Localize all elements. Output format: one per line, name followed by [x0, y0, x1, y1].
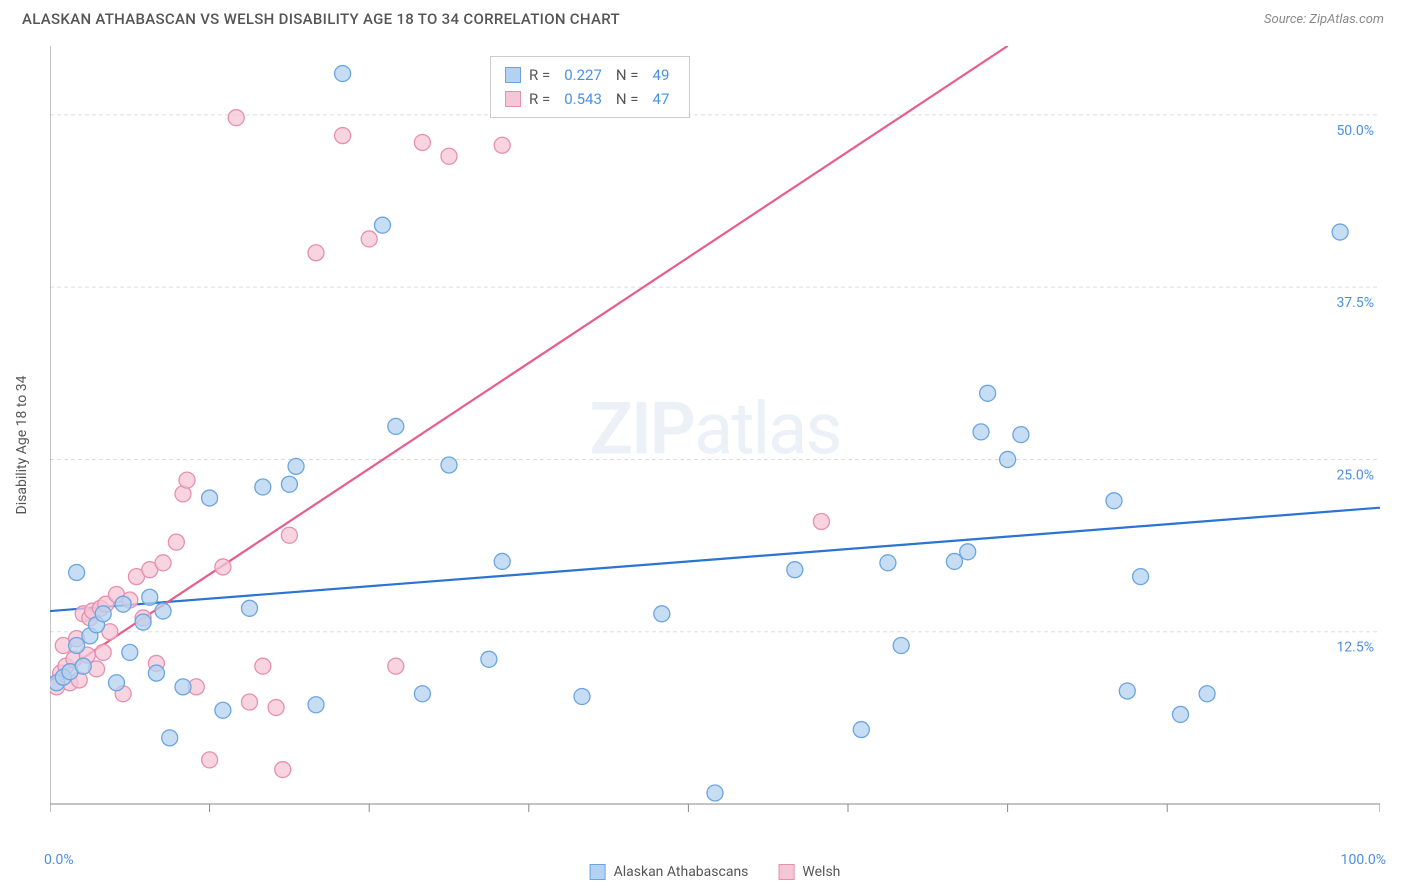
y-axis-label: Disability Age 18 to 34: [14, 376, 30, 515]
legend-row-series-2: R =0.543 N =47: [505, 87, 675, 111]
n-value-1: 49: [653, 63, 670, 87]
legend-label-2: Welsh: [802, 864, 840, 880]
legend-swatch-2: [505, 91, 521, 107]
n-value-2: 47: [653, 87, 670, 111]
correlation-legend: R =0.227 N =49 R =0.543 N =47: [490, 56, 690, 118]
source-attribution: Source: ZipAtlas.com: [1264, 12, 1384, 27]
series-legend: Alaskan Athabascans Welsh: [590, 864, 841, 880]
r-value-2: 0.543: [564, 87, 602, 111]
r-value-1: 0.227: [564, 63, 602, 87]
chart-title: ALASKAN ATHABASCAN VS WELSH DISABILITY A…: [22, 10, 620, 28]
chart-container: Disability Age 18 to 34 ZIPatlas 12.5%25…: [50, 46, 1380, 844]
x-axis-max-label: 100.0%: [1341, 852, 1386, 868]
svg-text:25.0%: 25.0%: [1336, 467, 1374, 483]
svg-text:37.5%: 37.5%: [1336, 295, 1374, 311]
svg-text:12.5%: 12.5%: [1336, 640, 1374, 656]
legend-swatch-1: [505, 67, 521, 83]
svg-text:50.0%: 50.0%: [1336, 123, 1374, 139]
x-axis-min-label: 0.0%: [44, 852, 74, 868]
legend-label-1: Alaskan Athabascans: [614, 864, 749, 880]
legend-swatch-series-2: [778, 864, 794, 880]
legend-item-2: Welsh: [778, 864, 840, 880]
legend-item-1: Alaskan Athabascans: [590, 864, 749, 880]
legend-swatch-series-1: [590, 864, 606, 880]
legend-row-series-1: R =0.227 N =49: [505, 63, 675, 87]
scatter-plot: 12.5% 25.0% 37.5% 50.0%: [50, 46, 1380, 844]
